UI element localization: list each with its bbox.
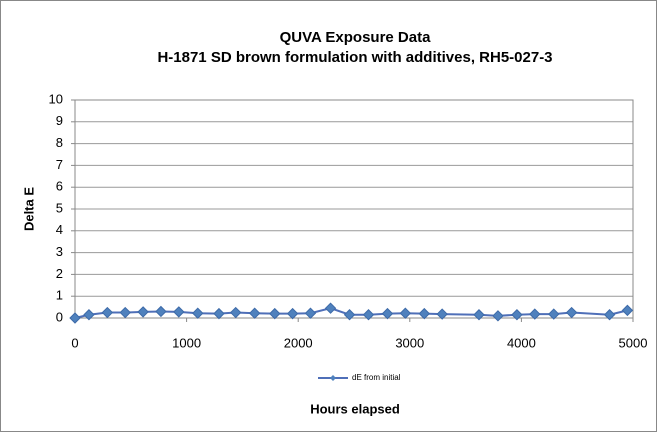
marker: [213, 307, 225, 320]
marker: [511, 309, 523, 321]
y-tick-label: 5: [56, 200, 63, 215]
marker: [603, 309, 616, 321]
y-tick-label: 8: [56, 135, 63, 150]
marker: [119, 306, 131, 319]
marker: [548, 308, 560, 320]
y-axis-title: Delta E: [21, 187, 36, 231]
y-tick-label: 1: [56, 288, 63, 303]
marker: [192, 307, 204, 319]
marker: [436, 308, 448, 320]
marker: [304, 307, 317, 319]
marker: [155, 305, 167, 318]
marker: [418, 307, 431, 320]
marker: [621, 304, 634, 317]
x-tick-label: 3000: [395, 335, 424, 350]
marker: [269, 307, 281, 320]
marker: [362, 309, 375, 321]
marker: [229, 306, 242, 319]
marker: [399, 307, 412, 319]
chart-subtitle: H-1871 SD brown formulation with additiv…: [157, 49, 552, 66]
y-tick-label: 7: [56, 157, 63, 172]
marker: [565, 306, 578, 319]
marker: [173, 306, 185, 318]
legend-label: dE from initial: [352, 373, 401, 382]
marker: [83, 309, 95, 321]
marker: [343, 309, 356, 321]
y-tick-label: 2: [56, 266, 63, 281]
marker: [101, 306, 114, 319]
chart-title: QUVA Exposure Data: [280, 29, 432, 46]
y-tick-label: 3: [56, 244, 63, 259]
x-tick-label: 0: [71, 335, 78, 350]
marker: [529, 308, 541, 320]
marker: [381, 307, 394, 320]
y-tick-label: 4: [56, 222, 63, 237]
x-tick-label: 1000: [172, 335, 201, 350]
marker: [69, 312, 81, 324]
marker: [248, 307, 261, 319]
x-tick-label: 5000: [619, 335, 648, 350]
x-tick-label: 4000: [507, 335, 536, 350]
x-tick-label: 2000: [284, 335, 313, 350]
y-tick-label: 0: [56, 309, 63, 324]
y-tick-label: 9: [56, 113, 63, 128]
plot-area: [74, 99, 634, 319]
x-axis-title: Hours elapsed: [310, 401, 400, 416]
y-tick-label: 6: [56, 179, 63, 194]
marker: [324, 302, 337, 314]
marker: [286, 307, 299, 320]
y-tick-label: 10: [49, 91, 63, 106]
marker: [137, 306, 149, 318]
legend-marker: [330, 375, 336, 381]
marker: [473, 309, 485, 321]
marker: [492, 310, 504, 322]
